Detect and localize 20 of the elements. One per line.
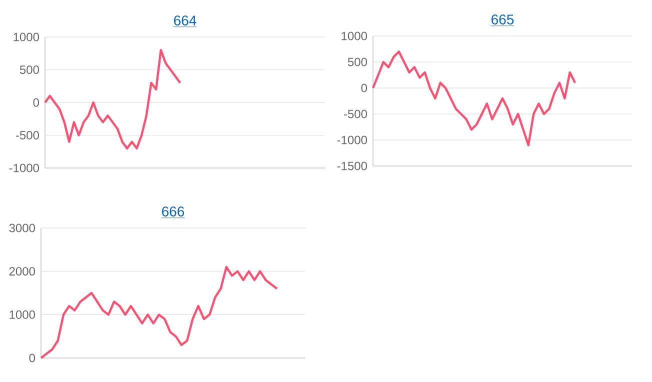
y-tick-label: 1000 — [342, 32, 368, 40]
y-tick-label: 500 — [20, 65, 40, 74]
line-series — [44, 48, 182, 150]
y-tick-label: 500 — [348, 58, 368, 66]
chart-title: 664 — [174, 16, 196, 26]
y-tick-label: 0 — [29, 354, 36, 362]
y-tick-label: -500 — [16, 130, 40, 140]
chart-title: 666 — [162, 206, 184, 216]
y-tick-label: 0 — [33, 98, 40, 107]
y-tick-label: -1500 — [337, 162, 368, 170]
y-tick-label: -1000 — [337, 136, 368, 144]
line-series — [40, 266, 278, 360]
y-tick-label: -1000 — [9, 164, 40, 172]
y-tick-label: 3000 — [9, 224, 36, 232]
y-tick-label: 1000 — [10, 310, 36, 319]
chart-title: 665 — [492, 14, 514, 24]
y-tick-label: 1000 — [14, 32, 40, 42]
y-tick-label: 2000 — [9, 267, 36, 276]
y-tick-label: 0 — [361, 84, 368, 92]
y-tick-label: -500 — [344, 110, 368, 118]
